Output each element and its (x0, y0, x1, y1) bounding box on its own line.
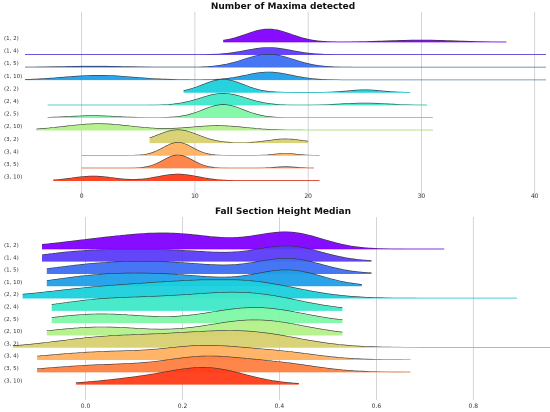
ridge-area (46, 269, 362, 286)
ridge-outline (51, 291, 343, 308)
ridge-outline (37, 355, 411, 373)
y-tick-label: (3, 4) (4, 354, 19, 360)
y-tick-label: (1, 2) (4, 243, 19, 249)
x-tick-label: 0.2 (178, 403, 188, 410)
y-tick-label: (1, 10) (4, 280, 22, 286)
y-tick-label: (2, 2) (4, 292, 19, 298)
ridge-area (53, 174, 320, 181)
y-tick-label: (2, 10) (4, 124, 22, 130)
x-tick-label: 40 (531, 193, 539, 200)
y-tick-labels: (1, 2) (1, 4) (1, 5) (1, 10) (2, 2) (2, 4) (2,… (4, 36, 22, 181)
ridge-outline (75, 367, 299, 384)
ridge-area (149, 129, 309, 143)
y-tick-label: (2, 5) (4, 317, 19, 323)
ridge-outline (41, 231, 445, 250)
x-tick-label: 20 (304, 193, 312, 200)
ridge-area (25, 54, 546, 68)
y-tick-labels: (1, 2) (1, 4) (1, 5) (1, 10) (2, 2) (2, 4) (2,… (4, 243, 22, 384)
maxima-ridgeline-chart: Number of Maxima detected (1, 2)(1, 4)(1… (4, 2, 546, 200)
chart-title: Fall Section Height Median (215, 207, 351, 217)
y-tick-label: (1, 5) (4, 61, 19, 67)
ridge-area (12, 330, 550, 348)
ridge-outline (37, 345, 411, 360)
ridge-area (37, 356, 411, 372)
ridge-area (47, 93, 428, 105)
ridges (24, 28, 546, 181)
y-tick-label: (3, 2) (4, 137, 19, 143)
ridge-area (183, 79, 411, 93)
y-tick-label: (1, 2) (4, 36, 19, 42)
x-tick-label: 0.0 (81, 403, 91, 410)
y-tick-label: (3, 10) (4, 175, 22, 181)
ridge-outline (46, 319, 343, 333)
y-tick-label: (1, 4) (4, 49, 19, 55)
x-tick-labels: 0 10 20 30 40 (80, 193, 539, 200)
ridge-area (81, 155, 314, 168)
ridge-area (51, 307, 343, 323)
y-tick-label: (2, 10) (4, 329, 22, 335)
fall-height-ridgeline-chart: Fall Section Height Median (1, 2)(1, 4)(… (4, 207, 550, 410)
ridge-outline (46, 258, 372, 274)
y-tick-label: (3, 4) (4, 149, 19, 155)
ridge-area (81, 142, 320, 156)
y-tick-label: (1, 10) (4, 74, 22, 80)
ridges (12, 231, 550, 385)
ridge-outline (46, 269, 362, 285)
y-tick-label: (2, 5) (4, 112, 19, 118)
ridge-area (42, 231, 445, 249)
y-tick-label: (2, 4) (4, 99, 19, 105)
y-tick-label: (3, 5) (4, 366, 19, 372)
x-tick-label: 0.8 (469, 403, 479, 410)
y-tick-label: (2, 4) (4, 305, 19, 311)
ridge-area (47, 104, 433, 118)
y-tick-label: (1, 5) (4, 268, 19, 274)
y-tick-label: (3, 2) (4, 341, 19, 347)
x-tick-label: 30 (418, 193, 426, 200)
ridge-area (22, 279, 517, 299)
ridge-area (25, 47, 546, 55)
x-tick-label: 0.4 (275, 403, 285, 410)
ridge-area (25, 72, 546, 80)
ridge-area (46, 319, 343, 336)
y-tick-label: (3, 10) (4, 378, 22, 384)
x-tick-labels: 0.0 0.2 0.4 0.6 0.8 (81, 403, 478, 410)
ridge-outline (149, 129, 309, 143)
y-tick-label: (2, 2) (4, 86, 19, 92)
ridge-outline (51, 307, 343, 321)
ridge-outline (223, 28, 507, 43)
ridge-area (75, 367, 299, 385)
ridge-area (223, 29, 507, 42)
ridge-area (37, 345, 411, 360)
x-tick-label: 0 (80, 193, 84, 200)
ridge-outline (41, 245, 372, 261)
chart-title: Number of Maxima detected (211, 2, 355, 12)
ridge-area (51, 292, 343, 311)
y-tick-label: (1, 4) (4, 255, 19, 261)
x-tick-label: 0.6 (372, 403, 382, 410)
x-tick-label: 10 (191, 193, 199, 200)
y-tick-label: (3, 5) (4, 162, 19, 168)
ridge-area (36, 123, 433, 131)
